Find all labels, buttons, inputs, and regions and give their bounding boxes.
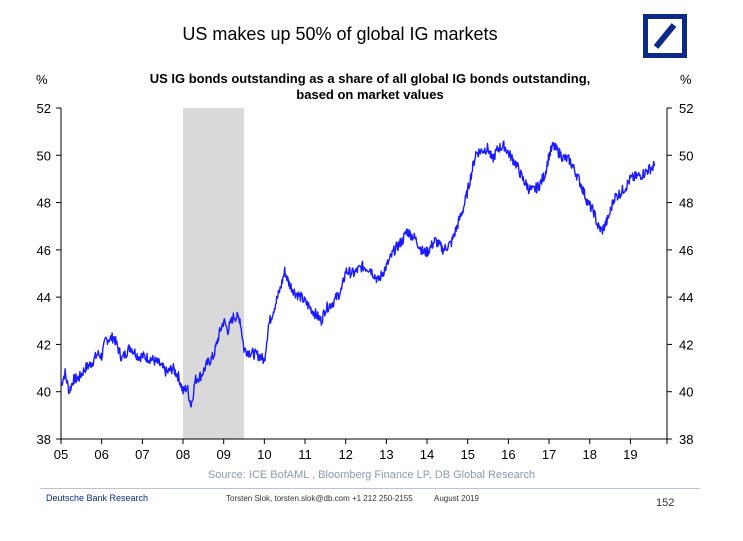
right-y-tick-label: 40 [679,385,693,400]
x-tick-label: 19 [623,447,637,462]
chart-subtitle-line-1: US IG bonds outstanding as a share of al… [149,71,591,86]
right-y-tick-label: 42 [679,337,693,352]
chart-subtitle-line-2: based on market values [296,87,444,102]
left-y-tick-label: 38 [37,432,51,447]
left-axis-unit: % [36,72,48,87]
footer-contact: Torsten Slok, torsten.slok@db.com +1 212… [226,494,413,503]
left-y-tick-label: 50 [37,148,51,163]
series-line-us-share [60,140,656,408]
x-tick-label: 12 [338,447,352,462]
chart-source: Source: ICE BofAML , Bloomberg Finance L… [207,469,536,481]
footer-divider [40,488,700,489]
x-tick-label: 16 [501,447,515,462]
recession-shading [183,108,245,439]
right-y-tick-label: 50 [679,148,693,163]
x-tick-label: 18 [582,447,596,462]
footer-date: August 2019 [434,494,479,503]
chart-subtitle: US IG bonds outstanding as a share of al… [70,71,670,103]
left-y-tick-label: 40 [37,385,51,400]
x-tick-label: 05 [54,447,68,462]
x-tick-label: 06 [94,447,108,462]
right-y-tick-label: 48 [679,196,693,211]
deutsche-bank-logo [643,14,687,58]
right-y-tick-label: 46 [679,243,693,258]
left-y-tick-label: 44 [37,290,51,305]
x-tick-label: 11 [298,447,312,462]
x-tick-label: 09 [216,447,230,462]
left-y-tick-label: 48 [37,196,51,211]
footer-brand: Deutsche Bank Research [46,493,149,503]
x-tick-label: 15 [460,447,474,462]
x-tick-label: 10 [257,447,271,462]
page-number: 152 [656,497,675,509]
left-y-tick-label: 46 [37,243,51,258]
left-y-tick-label: 42 [37,337,51,352]
right-y-tick-label: 38 [679,432,693,447]
left-y-tick-label: 52 [37,101,51,116]
x-tick-label: 13 [379,447,393,462]
x-tick-label: 14 [420,447,434,462]
slide-title: US makes up 50% of global IG markets [182,24,498,44]
right-y-tick-label: 52 [679,101,693,116]
right-axis-unit: % [680,72,692,87]
right-y-tick-label: 44 [679,290,693,305]
x-tick-label: 08 [176,447,190,462]
x-tick-label: 07 [135,447,149,462]
x-tick-label: 17 [542,447,556,462]
